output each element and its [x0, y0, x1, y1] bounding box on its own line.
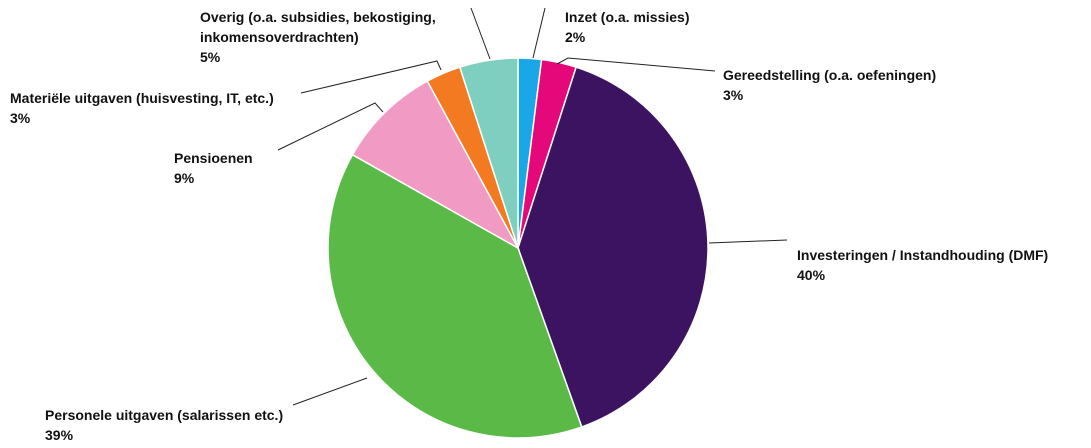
slice-value-label: 40%: [797, 267, 826, 283]
slice-value-label: 5%: [200, 49, 221, 65]
pie-slices: [327, 57, 709, 439]
leader-line: [470, 7, 491, 60]
pie-slice-pensioenen: [351, 80, 520, 250]
slice-label: Overig (o.a. subsidies, bekostiging, inko…: [200, 9, 436, 65]
slice-labels: Inzet (o.a. missies) 2% Gereedstelling (o.…: [10, 9, 1048, 443]
pie-slice-investeringen-instandhouding-dmf: [517, 66, 709, 428]
slice-label: Personele uitgaven (salarissen etc.) 39%: [45, 407, 283, 443]
leader-line: [556, 57, 716, 72]
slice-name-label: Overig (o.a. subsidies, bekostiging,: [200, 9, 436, 25]
slice-value-label: 2%: [565, 29, 586, 45]
slice-name-label: Personele uitgaven (salarissen etc.): [45, 407, 283, 423]
leader-line: [708, 239, 788, 244]
slice-value-label: 3%: [723, 87, 744, 103]
slice-label: Inzet (o.a. missies) 2%: [565, 9, 689, 45]
slice-label: Materiële uitgaven (huisvesting, IT, etc…: [10, 90, 274, 126]
slice-label: Gereedstelling (o.a. oefeningen) 3%: [723, 67, 936, 103]
slice-name-label: Investeringen / Instandhouding (DMF): [797, 247, 1048, 263]
slice-value-label: 39%: [45, 427, 74, 443]
slice-name-label: Pensioenen: [174, 150, 253, 166]
slice-value-label: 3%: [10, 110, 31, 126]
leader-lines: [277, 7, 788, 406]
slice-label: Pensioenen 9%: [174, 150, 253, 186]
leader-line: [532, 7, 546, 59]
slice-name-label: Materiële uitgaven (huisvesting, IT, etc…: [10, 90, 274, 106]
leader-line: [277, 102, 384, 151]
pie-slice-overig-o-a-subsidies-bekostiging: [458, 57, 519, 249]
slice-label: Investeringen / Instandhouding (DMF) 40%: [797, 247, 1048, 283]
slice-value-label: 9%: [174, 170, 195, 186]
slice-name-label: Gereedstelling (o.a. oefeningen): [723, 67, 936, 83]
pie-slice-personele-uitgaven-salarissen-etc: [327, 153, 583, 439]
slice-name-label: Inzet (o.a. missies): [565, 9, 689, 25]
leader-line: [300, 60, 442, 94]
slice-name-label: inkomensoverdrachten): [200, 29, 359, 45]
leader-line: [292, 377, 368, 406]
